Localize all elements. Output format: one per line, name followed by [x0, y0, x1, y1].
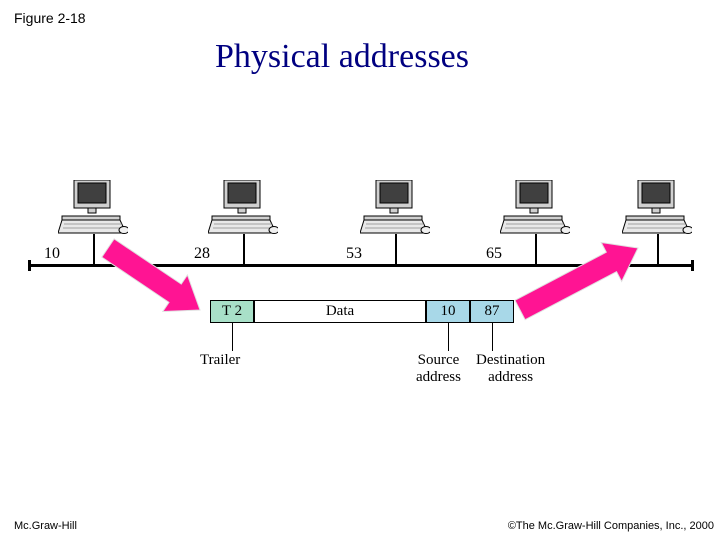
computer-node [622, 180, 692, 235]
frame-data: Data [254, 300, 426, 323]
drop-line [243, 234, 245, 264]
trailer-pointer [232, 323, 233, 351]
frame-dest-addr: 87 [470, 300, 514, 323]
computer-node [500, 180, 570, 235]
bus-endcap-left [28, 260, 31, 271]
network-bus [30, 264, 692, 267]
drop-line [395, 234, 397, 264]
computer-node [360, 180, 430, 235]
computer-node [58, 180, 128, 235]
frame-trailer: T 2 [210, 300, 254, 323]
bus-endcap-right [691, 260, 694, 271]
destination-label: Destination address [476, 352, 545, 386]
arrow-receive [510, 229, 648, 330]
frame-source-addr: 10 [426, 300, 470, 323]
drop-line [535, 234, 537, 264]
trailer-label: Trailer [200, 352, 240, 369]
node-address: 28 [194, 245, 210, 263]
node-address: 65 [486, 245, 502, 263]
page-title: Physical addresses [215, 38, 469, 76]
source-pointer [448, 323, 449, 351]
computer-node [208, 180, 278, 235]
footer-copyright: ©The Mc.Graw-Hill Companies, Inc., 2000 [508, 520, 714, 532]
footer-publisher: Mc.Graw-Hill [14, 520, 77, 532]
figure-number: Figure 2-18 [14, 10, 86, 26]
arrows-layer [0, 0, 720, 540]
source-label: Source address [416, 352, 461, 386]
destination-pointer [492, 323, 493, 351]
node-address: 87 [608, 245, 624, 263]
drop-line [93, 234, 95, 264]
node-address: 10 [44, 245, 60, 263]
node-address: 53 [346, 245, 362, 263]
drop-line [657, 234, 659, 264]
